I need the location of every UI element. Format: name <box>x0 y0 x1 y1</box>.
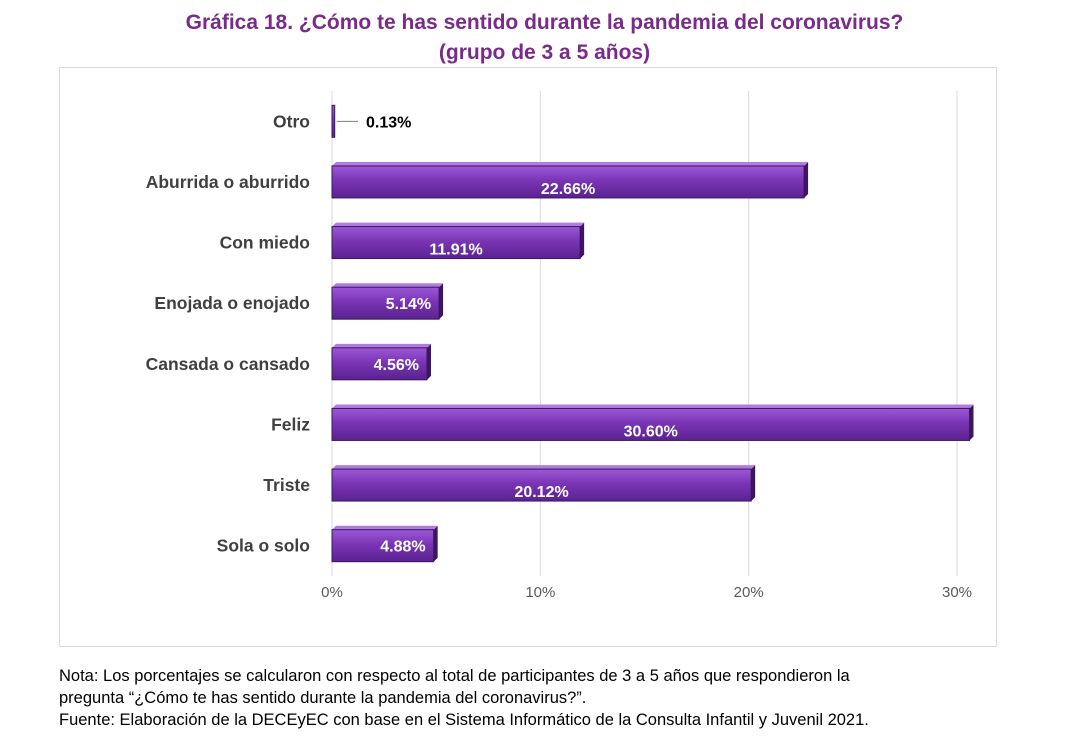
data-label: 4.88% <box>380 539 425 556</box>
category-label: Enojada o enojado <box>154 293 310 313</box>
category-label: Feliz <box>271 414 310 434</box>
data-label: 0.13% <box>366 114 411 131</box>
chart-notes: Nota: Los porcentajes se calcularon con … <box>59 665 1069 731</box>
bar <box>331 104 336 138</box>
data-label: 30.60% <box>624 423 678 440</box>
bar <box>331 286 440 320</box>
bar-top <box>332 525 438 530</box>
bar-top <box>332 343 431 348</box>
bar-side <box>804 161 809 198</box>
bar-side <box>969 404 974 441</box>
bar-top <box>332 404 974 409</box>
data-label: 20.12% <box>514 484 568 501</box>
data-label: 11.91% <box>429 242 482 259</box>
bar <box>331 407 970 441</box>
category-label: Aburrida o aburrido <box>146 172 310 192</box>
bar-side <box>439 283 444 320</box>
bar <box>331 165 805 199</box>
category-label: Cansada o cansado <box>146 354 310 374</box>
bar-side <box>427 343 431 380</box>
bar-chart: 0% 10% 20% 30% Otro 0.13% Aburrida o aburrido 2… <box>146 91 974 601</box>
bar-top <box>332 283 444 288</box>
x-tick-label: 10% <box>525 584 555 601</box>
bar-top <box>332 222 585 227</box>
note-line-1: Nota: Los porcentajes se calcularon con … <box>59 667 850 685</box>
data-label: 22.66% <box>541 181 595 198</box>
x-tick-label: 0% <box>321 584 343 601</box>
bar-side <box>433 525 438 562</box>
chart-title-line-1: Gráfica 18. ¿Cómo te has sentido durante… <box>185 11 904 34</box>
category-label: Con miedo <box>220 233 310 253</box>
chart-area: 0% 10% 20% 30% Otro 0.13% Aburrida o aburrido 2… <box>59 67 997 647</box>
x-tick-label: 30% <box>942 584 972 601</box>
bar <box>331 347 428 381</box>
bar-top <box>332 465 756 470</box>
bar-side <box>580 222 585 259</box>
bar <box>331 226 581 260</box>
category-label: Sola o solo <box>217 536 310 556</box>
bar <box>331 468 752 502</box>
chart-title-line-2: (grupo de 3 a 5 años) <box>438 41 651 64</box>
x-tick-label: 20% <box>734 584 764 601</box>
bar <box>331 529 435 563</box>
bar-side <box>751 465 756 502</box>
data-label: 4.56% <box>374 357 419 374</box>
note-line-2: pregunta “¿Cómo te has sentido durante l… <box>59 689 587 707</box>
source-line: Fuente: Elaboración de la DECEyEC con ba… <box>59 711 869 729</box>
bar-top <box>332 161 809 166</box>
category-label: Otro <box>273 111 310 131</box>
data-label: 5.14% <box>386 296 431 313</box>
chart-title: Gráfica 18. ¿Cómo te has sentido durante… <box>0 8 1089 68</box>
category-label: Triste <box>263 475 310 495</box>
